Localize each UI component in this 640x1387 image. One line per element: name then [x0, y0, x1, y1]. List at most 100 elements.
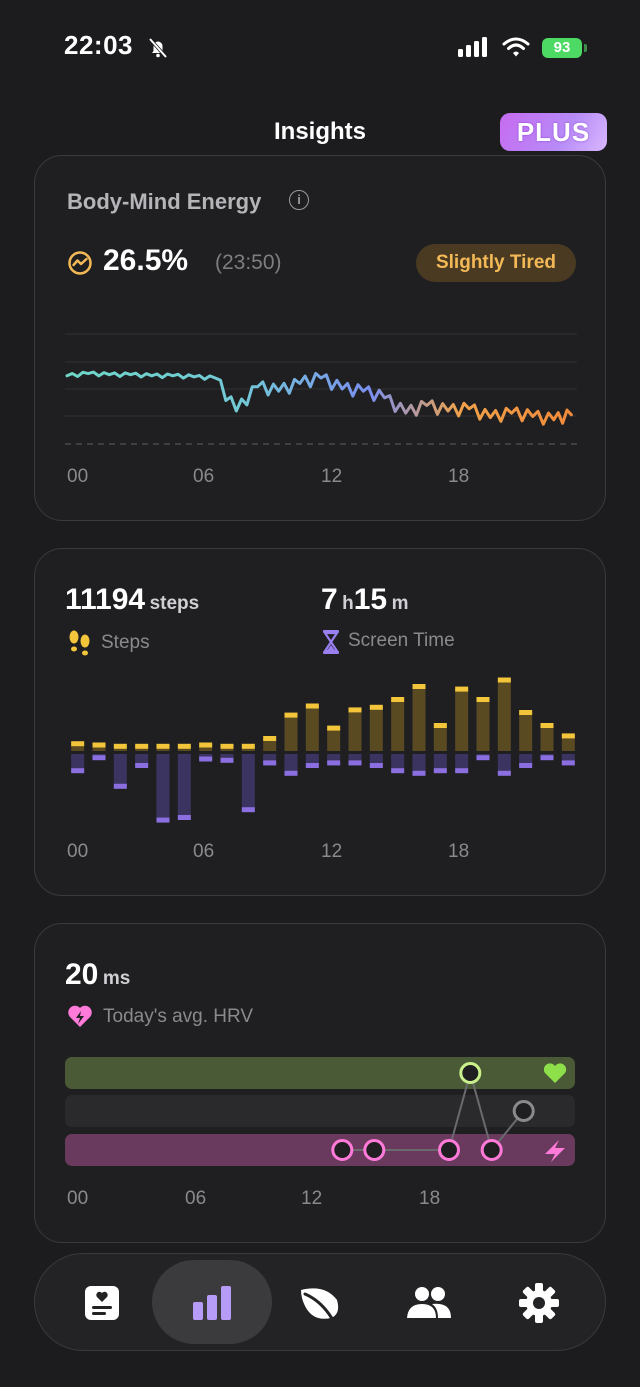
activity-x-tick: 06: [193, 841, 215, 862]
steps-unit: steps: [149, 593, 200, 614]
steps-bar: [433, 725, 447, 751]
hrv-point: [480, 1139, 503, 1161]
screen-h-unit: h: [342, 593, 354, 614]
activity-bar-chart: [71, 677, 575, 823]
screen-hours: 7: [321, 583, 338, 616]
steps-bar-cap: [519, 710, 533, 715]
hrv-unit: ms: [102, 968, 131, 989]
screen-time-bar-cap: [519, 763, 533, 768]
screen-time-bar-cap: [305, 763, 319, 768]
steps-bar-cap: [241, 743, 255, 749]
screen-time-bar: [177, 754, 191, 819]
screen-time-label: Screen Time: [348, 630, 455, 651]
screen-time-bar-cap: [476, 755, 490, 761]
steps-bar: [199, 744, 213, 751]
energy-series-line: [65, 370, 573, 426]
screen-time-bar-cap: [156, 817, 170, 823]
hrv-point: [459, 1062, 482, 1084]
steps-bar: [305, 705, 319, 751]
screen-time-bar-cap: [348, 760, 362, 766]
plus-upgrade-button[interactable]: PLUS: [500, 113, 607, 151]
screen-time-bar-cap: [199, 756, 213, 762]
steps-bar: [71, 743, 85, 751]
hrv-summary: 20 ms: [65, 958, 130, 992]
screen-time-bar-cap: [241, 807, 255, 813]
energy-x-tick: 12: [321, 466, 343, 487]
hrv-point: [512, 1100, 535, 1122]
hourglass-icon: [323, 630, 339, 654]
steps-bar: [263, 738, 277, 751]
steps-bar: [540, 725, 554, 751]
screen-time-bar: [284, 754, 298, 775]
steps-bar: [327, 727, 341, 751]
activity-x-tick: 12: [321, 841, 343, 862]
bell-muted-icon: [148, 37, 168, 59]
cell-signal-icon: [458, 37, 487, 57]
screen-time-bar: [263, 754, 277, 765]
tab-mindfulness[interactable]: [295, 1278, 345, 1328]
screen-time-bar-cap: [561, 760, 575, 766]
screen-time-bar: [327, 754, 341, 765]
steps-bar-cap: [71, 741, 85, 747]
screen-time-bar-cap: [327, 760, 341, 766]
screen-time-bar-cap: [391, 768, 405, 774]
hrv-value: 20: [65, 958, 99, 991]
steps-bar-cap: [369, 704, 383, 710]
steps-bar-cap: [391, 697, 405, 702]
screen-time-bar-cap: [177, 815, 191, 820]
activity-card[interactable]: 11194 steps Steps 7 h15 m Screen Time 00…: [34, 548, 606, 896]
screen-time-bar-cap: [433, 768, 447, 774]
steps-bar: [391, 699, 405, 751]
energy-gauge-icon: [68, 251, 92, 275]
screen-time-bar: [156, 754, 170, 822]
screen-time-bar-cap: [71, 768, 85, 774]
hrv-x-tick: 18: [419, 1188, 441, 1209]
screen-time-bar: [71, 754, 85, 773]
battery-tip: [584, 44, 587, 52]
steps-bar: [497, 679, 511, 751]
screen-m-unit: m: [391, 593, 409, 614]
hrv-x-tick: 06: [185, 1188, 207, 1209]
tab-insights[interactable]: [187, 1278, 237, 1328]
hrv-card[interactable]: 20 ms Today's avg. HRV 00 06 12 18: [34, 923, 606, 1243]
steps-bar-cap: [113, 743, 127, 749]
screen-time-bar: [412, 754, 426, 775]
tab-community[interactable]: [404, 1278, 454, 1328]
hrv-zone-chart: [65, 1057, 575, 1166]
steps-bar: [561, 735, 575, 751]
steps-bar: [519, 712, 533, 751]
steps-bar-cap: [305, 703, 319, 709]
steps-bar-cap: [327, 725, 341, 731]
tab-settings[interactable]: [514, 1278, 564, 1328]
screen-time-bar-cap: [497, 770, 511, 776]
steps-bar: [412, 686, 426, 751]
energy-status-badge: Slightly Tired: [416, 244, 576, 282]
journal-heart-icon: [96, 1291, 108, 1302]
steps-bar: [476, 699, 490, 751]
screen-time-bar: [433, 754, 447, 773]
steps-bar-cap: [433, 723, 447, 728]
steps-bar-cap: [263, 736, 277, 741]
activity-x-tick: 00: [67, 841, 89, 862]
steps-bar-cap: [199, 742, 213, 748]
hrv-point: [363, 1139, 386, 1161]
screen-time-bar-cap: [455, 768, 469, 774]
steps-bar: [455, 688, 469, 751]
screen-time-bar-cap: [369, 763, 383, 768]
tab-bar: [34, 1253, 606, 1351]
tab-journal[interactable]: [77, 1278, 127, 1328]
screen-time-bar: [497, 754, 511, 775]
steps-bar-cap: [135, 743, 149, 749]
energy-title: Body-Mind Energy: [67, 189, 262, 214]
heart-bolt-icon: [68, 1005, 92, 1027]
info-icon[interactable]: i: [289, 190, 309, 210]
steps-summary: 11194 steps: [65, 583, 199, 617]
screen-time-summary: 7 h15 m: [321, 583, 408, 617]
screen-time-bar-cap: [263, 760, 277, 766]
steps-bar-cap: [497, 677, 511, 683]
energy-x-tick: 06: [193, 466, 215, 487]
footsteps-icon: [69, 630, 90, 656]
energy-card[interactable]: Body-Mind Energy i 26.5% (23:50) Slightl…: [34, 155, 606, 521]
steps-bar-cap: [284, 712, 298, 718]
steps-bar-cap: [540, 723, 554, 728]
